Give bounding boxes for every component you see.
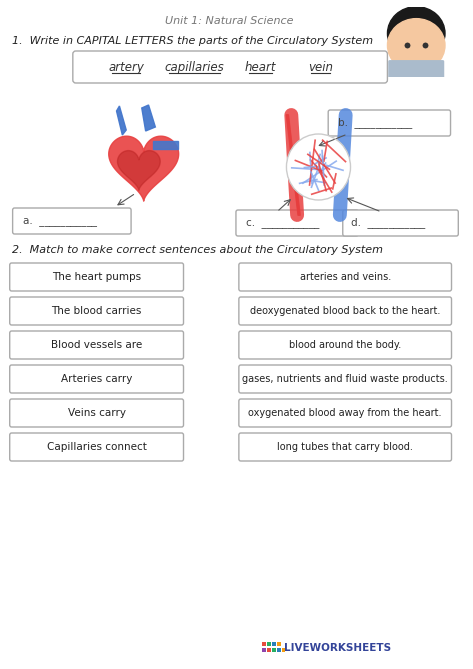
Text: oxygenated blood away from the heart.: oxygenated blood away from the heart. (248, 408, 442, 418)
FancyBboxPatch shape (239, 365, 452, 393)
Text: gases, nutrients and fluid waste products.: gases, nutrients and fluid waste product… (242, 374, 448, 384)
Text: deoxygenated blood back to the heart.: deoxygenated blood back to the heart. (250, 306, 440, 316)
Text: Arteries carry: Arteries carry (61, 374, 132, 384)
FancyBboxPatch shape (272, 642, 276, 646)
Text: capillaries: capillaries (164, 60, 224, 74)
FancyBboxPatch shape (239, 331, 452, 359)
Text: 1.  Write in CAPITAL LETTERS the parts of the Circulatory System: 1. Write in CAPITAL LETTERS the parts of… (12, 36, 373, 46)
FancyBboxPatch shape (262, 642, 266, 646)
FancyBboxPatch shape (13, 208, 131, 234)
FancyBboxPatch shape (388, 60, 444, 78)
FancyBboxPatch shape (10, 365, 184, 393)
FancyBboxPatch shape (239, 433, 452, 461)
FancyBboxPatch shape (10, 433, 184, 461)
FancyBboxPatch shape (267, 648, 271, 652)
Polygon shape (142, 105, 155, 131)
FancyBboxPatch shape (10, 297, 184, 325)
Text: The blood carries: The blood carries (52, 306, 142, 316)
FancyBboxPatch shape (73, 51, 387, 83)
FancyBboxPatch shape (10, 399, 184, 427)
Circle shape (287, 134, 350, 200)
Text: Capillaries connect: Capillaries connect (47, 442, 147, 452)
FancyBboxPatch shape (277, 642, 280, 646)
Text: a.  ___________: a. ___________ (23, 216, 97, 226)
Text: artery: artery (108, 60, 144, 74)
FancyBboxPatch shape (272, 648, 276, 652)
Text: blood around the body.: blood around the body. (289, 340, 401, 350)
Text: c.  ___________: c. ___________ (245, 218, 319, 228)
FancyBboxPatch shape (236, 210, 358, 236)
Text: 2.  Match to make correct sentences about the Circulatory System: 2. Match to make correct sentences about… (12, 245, 383, 255)
FancyBboxPatch shape (10, 331, 184, 359)
Text: d.  ___________: d. ___________ (351, 217, 426, 228)
FancyBboxPatch shape (267, 642, 271, 646)
Polygon shape (153, 141, 178, 149)
FancyBboxPatch shape (10, 263, 184, 291)
Text: long tubes that carry blood.: long tubes that carry blood. (277, 442, 413, 452)
FancyBboxPatch shape (328, 110, 451, 136)
FancyBboxPatch shape (343, 210, 458, 236)
Text: LIVEWORKSHEETS: LIVEWORKSHEETS (283, 643, 391, 653)
Polygon shape (117, 151, 160, 191)
Circle shape (387, 7, 445, 60)
Text: Veins carry: Veins carry (68, 408, 126, 418)
Polygon shape (109, 136, 179, 201)
FancyBboxPatch shape (281, 648, 286, 652)
Text: The heart pumps: The heart pumps (52, 272, 141, 282)
Circle shape (387, 19, 445, 72)
Text: Blood vessels are: Blood vessels are (51, 340, 142, 350)
FancyBboxPatch shape (239, 263, 452, 291)
Text: Unit 1: Natural Science: Unit 1: Natural Science (166, 16, 294, 26)
FancyBboxPatch shape (262, 648, 266, 652)
Polygon shape (116, 106, 126, 135)
Text: vein: vein (308, 60, 333, 74)
Text: arteries and veins.: arteries and veins. (299, 272, 391, 282)
FancyBboxPatch shape (239, 297, 452, 325)
FancyBboxPatch shape (277, 648, 280, 652)
Text: b.  ___________: b. ___________ (338, 118, 412, 128)
FancyBboxPatch shape (239, 399, 452, 427)
Text: heart: heart (245, 60, 276, 74)
